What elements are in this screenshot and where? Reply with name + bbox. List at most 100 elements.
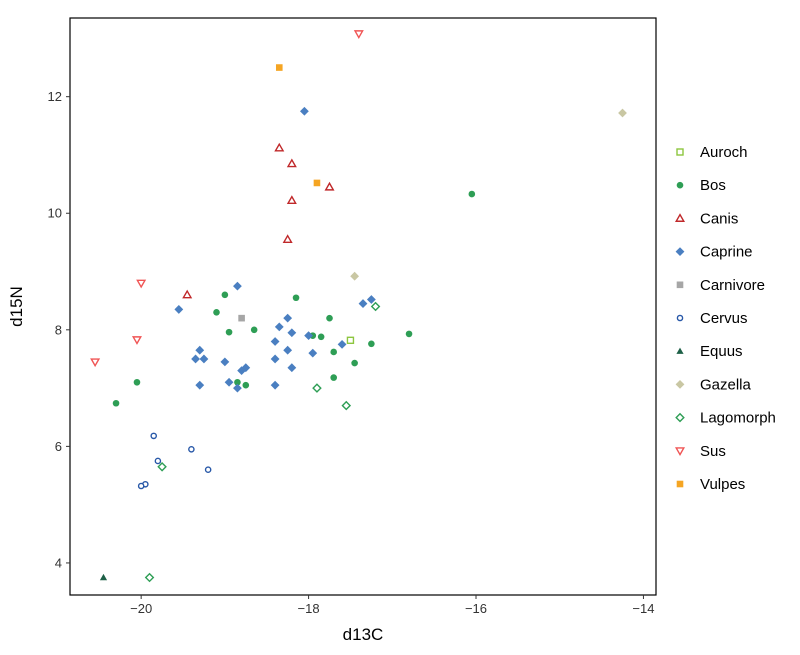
data-point-bos xyxy=(292,294,300,302)
data-point-caprine xyxy=(174,305,184,314)
data-point-cervus xyxy=(154,457,162,465)
data-point-lagomorph xyxy=(157,461,167,472)
data-point-bos xyxy=(234,378,241,386)
data-point-canis xyxy=(282,234,293,244)
data-point-bos xyxy=(317,333,325,341)
data-point-caprine xyxy=(270,354,280,364)
data-point-sus xyxy=(90,358,101,368)
data-point-caprine xyxy=(358,299,368,308)
data-point-bos xyxy=(330,348,338,356)
data-point-lagomorph xyxy=(341,400,352,411)
legend-label-equus: Equus xyxy=(700,343,743,360)
data-point-canis xyxy=(182,289,193,299)
data-point-caprine xyxy=(270,380,280,390)
data-point-bos xyxy=(368,340,375,348)
legend-label-carnivore: Carnivore xyxy=(700,277,765,294)
legend-label-auroch: Auroch xyxy=(700,144,748,161)
data-point-bos xyxy=(225,328,233,336)
data-point-gazella xyxy=(618,108,627,118)
data-point-bos xyxy=(351,359,358,367)
y-tick-label: 12 xyxy=(48,89,62,104)
legend-key-sus xyxy=(674,447,686,457)
data-point-equus xyxy=(99,573,108,581)
x-tick-label: −18 xyxy=(298,601,320,616)
data-point-bos xyxy=(250,326,258,334)
data-point-caprine xyxy=(366,295,376,304)
data-point-caprine xyxy=(337,339,347,349)
legend-label-vulpes: Vulpes xyxy=(700,476,745,493)
data-point-bos xyxy=(405,330,413,338)
legend-label-caprine: Caprine xyxy=(700,244,753,261)
legend-label-gazella: Gazella xyxy=(700,376,752,393)
y-tick-label: 8 xyxy=(55,322,62,337)
plot-panel-border xyxy=(69,17,657,596)
data-point-vulpes xyxy=(313,179,321,187)
data-point-sus xyxy=(131,336,142,345)
data-point-canis xyxy=(274,142,285,152)
x-axis-title: d13C xyxy=(343,625,384,644)
data-point-cervus xyxy=(150,432,158,440)
y-tick-label: 4 xyxy=(55,555,62,570)
data-point-bos xyxy=(112,399,120,407)
data-point-cervus xyxy=(137,482,145,490)
data-point-cervus xyxy=(204,466,212,473)
data-point-caprine xyxy=(224,377,234,387)
data-point-canis xyxy=(324,181,335,191)
data-point-cervus xyxy=(188,445,195,453)
data-point-caprine xyxy=(233,383,242,393)
y-axis-title: d15N xyxy=(7,286,26,327)
data-point-caprine xyxy=(195,345,205,355)
data-point-lagomorph xyxy=(312,383,322,393)
data-point-caprine xyxy=(233,281,242,291)
data-point-caprine xyxy=(191,354,200,364)
data-point-bos xyxy=(468,190,476,198)
data-point-caprine xyxy=(220,357,230,367)
data-point-caprine xyxy=(195,380,205,390)
data-point-canis xyxy=(286,195,297,204)
data-point-caprine xyxy=(287,328,297,338)
legend-key-bos xyxy=(676,181,684,189)
data-point-auroch xyxy=(346,336,355,345)
x-tick-label: −14 xyxy=(632,601,654,616)
legend-key-gazella xyxy=(675,380,685,389)
legend-label-lagomorph: Lagomorph xyxy=(700,410,776,427)
data-point-sus xyxy=(136,279,147,289)
data-point-caprine xyxy=(304,331,313,341)
data-point-caprine xyxy=(308,348,318,358)
data-point-caprine xyxy=(274,322,284,332)
data-point-caprine xyxy=(199,354,209,364)
data-point-bos xyxy=(242,381,250,389)
data-point-caprine xyxy=(241,363,251,373)
data-point-caprine xyxy=(283,345,293,355)
y-tick-label: 6 xyxy=(55,439,62,454)
data-point-lagomorph xyxy=(144,572,155,583)
data-point-bos xyxy=(326,314,333,322)
data-point-lagomorph xyxy=(370,301,381,312)
legend-key-cervus xyxy=(676,314,684,322)
legend-key-canis xyxy=(674,213,686,222)
data-point-canis xyxy=(286,158,297,168)
data-point-vulpes xyxy=(275,64,283,71)
legend-label-sus: Sus xyxy=(700,443,726,460)
legend-key-caprine xyxy=(675,247,685,256)
legend-key-auroch xyxy=(676,148,684,156)
legend-key-carnivore xyxy=(676,281,684,289)
data-point-caprine xyxy=(287,363,297,373)
legend-key-lagomorph xyxy=(675,412,685,423)
legend-label-cervus: Cervus xyxy=(700,310,748,327)
data-point-bos xyxy=(133,378,141,386)
legend-key-vulpes xyxy=(676,480,684,488)
data-point-caprine xyxy=(237,366,247,376)
legend-key-equus xyxy=(676,347,684,354)
data-point-bos xyxy=(330,374,338,381)
x-tick-label: −20 xyxy=(130,601,152,616)
data-point-caprine xyxy=(283,313,293,323)
legend-label-bos: Bos xyxy=(700,177,726,194)
data-point-sus xyxy=(353,30,364,39)
data-point-carnivore xyxy=(238,314,245,322)
data-point-bos xyxy=(213,309,220,316)
data-point-bos xyxy=(221,291,229,299)
x-tick-label: −16 xyxy=(465,601,487,616)
data-point-caprine xyxy=(300,106,309,116)
